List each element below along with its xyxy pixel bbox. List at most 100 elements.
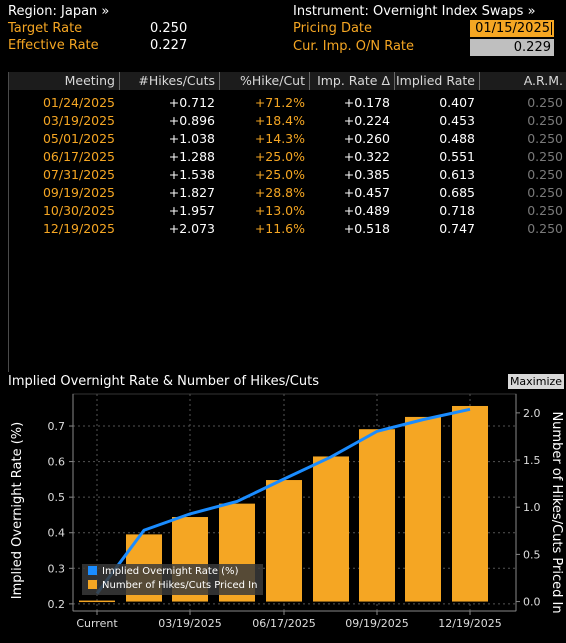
y-tick-label: 0.3 (48, 562, 66, 575)
target-rate-label: Target Rate (8, 21, 83, 36)
chart-legend: Implied Overnight Rate (%) Number of Hike… (82, 564, 263, 595)
target-rate-value: 0.250 (150, 21, 188, 36)
y-tick-label: 0.5 (48, 491, 66, 504)
cur-imp-rate-label: Cur. Imp. O/N Rate (293, 39, 415, 54)
cell-hikes-cuts: +1.957 (168, 203, 215, 218)
bar (266, 480, 302, 602)
cell-implied-rate: 0.685 (439, 185, 475, 200)
cell-meeting-date: 07/31/2025 (42, 167, 115, 182)
implied-rate-line (95, 407, 471, 595)
table-row[interactable]: 12/19/2025 +2.073 +11.6% +0.518 0.747 0.250 (9, 220, 566, 237)
cell-pct-hike-cut: +71.2% (254, 95, 305, 110)
cell-arm: 0.250 (527, 113, 563, 128)
cell-implied-rate: 0.488 (439, 131, 475, 146)
col-header-arm[interactable]: A.R.M. (479, 72, 566, 90)
legend-label-bar: Number of Hikes/Cuts Priced In (102, 580, 257, 591)
cell-arm: 0.250 (527, 131, 563, 146)
table-row[interactable]: 01/24/2025 +0.712 +71.2% +0.178 0.407 0.250 (9, 94, 566, 111)
y2-tick-label: 2.0 (523, 407, 541, 420)
table-row[interactable]: 05/01/2025 +1.038 +14.3% +0.260 0.488 0.250 (9, 130, 566, 147)
table-row[interactable]: 07/31/2025 +1.538 +25.0% +0.385 0.613 0.250 (9, 166, 566, 183)
cell-arm: 0.250 (527, 203, 563, 218)
cell-pct-hike-cut: +28.8% (254, 185, 305, 200)
cur-imp-rate-value: 0.229 (470, 39, 554, 56)
cell-meeting-date: 06/17/2025 (42, 149, 115, 164)
effective-rate-label: Effective Rate (8, 38, 99, 53)
cell-meeting-date: 01/24/2025 (42, 95, 115, 110)
col-header-pct-hike-cut[interactable]: %Hike/Cut (219, 72, 309, 90)
table-row[interactable]: 03/19/2025 +0.896 +18.4% +0.224 0.453 0.250 (9, 112, 566, 129)
y2-axis-title: Number of Hikes/Cuts Priced In (549, 411, 564, 613)
pricing-date-input[interactable]: 01/15/2025 (470, 20, 554, 37)
cell-implied-rate: 0.718 (439, 203, 475, 218)
cell-hikes-cuts: +1.827 (168, 185, 215, 200)
cell-hikes-cuts: +1.038 (168, 131, 215, 146)
cell-pct-hike-cut: +25.0% (254, 149, 305, 164)
table-row[interactable]: 09/19/2025 +1.827 +28.8% +0.457 0.685 0.250 (9, 184, 566, 201)
cell-imp-rate-delta: +0.224 (343, 113, 390, 128)
effective-rate-value: 0.227 (150, 38, 188, 53)
legend-swatch-bar (88, 580, 97, 589)
legend-label-line: Implied Overnight Rate (%) (102, 566, 239, 577)
cell-meeting-date: 03/19/2025 (42, 113, 115, 128)
cell-pct-hike-cut: +25.0% (254, 167, 305, 182)
cell-hikes-cuts: +0.896 (168, 113, 215, 128)
y-tick-label: 0.2 (48, 598, 66, 611)
table-header: Meeting #Hikes/Cuts %Hike/Cut Imp. Rate … (9, 72, 566, 90)
cell-imp-rate-delta: +0.385 (343, 167, 390, 182)
cell-arm: 0.250 (527, 167, 563, 182)
cell-meeting-date: 10/30/2025 (42, 203, 115, 218)
text-cursor (551, 22, 552, 35)
maximize-button[interactable]: Maximize (508, 374, 564, 389)
chart-title: Implied Overnight Rate & Number of Hikes… (8, 374, 319, 389)
rate-hikes-chart: 0.2 0.3 0.4 0.5 0.6 0.7 0.0 0.5 1.0 1.5 2.0 Current… (10, 393, 564, 630)
cell-pct-hike-cut: +18.4% (254, 113, 305, 128)
cell-implied-rate: 0.747 (439, 221, 475, 236)
cell-hikes-cuts: +0.712 (168, 95, 215, 110)
table-row[interactable]: 06/17/2025 +1.288 +25.0% +0.322 0.551 0.250 (9, 148, 566, 165)
cell-hikes-cuts: +1.538 (168, 167, 215, 182)
col-header-imp-rate-delta[interactable]: Imp. Rate Δ (309, 72, 394, 90)
cell-pct-hike-cut: +13.0% (254, 203, 305, 218)
cell-implied-rate: 0.551 (439, 149, 475, 164)
legend-background (82, 564, 263, 595)
pricing-date-value: 01/15/2025 (475, 21, 550, 36)
y2-tick-label: 0.0 (523, 596, 541, 609)
region-selector[interactable]: Region: Japan » (8, 4, 110, 19)
cell-hikes-cuts: +2.073 (168, 221, 215, 236)
table-row[interactable]: 10/30/2025 +1.957 +13.0% +0.489 0.718 0.250 (9, 202, 566, 219)
y-axis-title: Implied Overnight Rate (%) (10, 422, 25, 599)
cell-arm: 0.250 (527, 185, 563, 200)
bar (313, 456, 349, 602)
bar (79, 600, 115, 603)
meetings-table: Meeting #Hikes/Cuts %Hike/Cut Imp. Rate … (8, 72, 566, 372)
cell-pct-hike-cut: +11.6% (254, 221, 305, 236)
x-tick-label: 12/19/2025 (438, 617, 501, 630)
col-header-implied-rate[interactable]: Implied Rate (394, 72, 479, 90)
bar (359, 429, 395, 602)
x-tick-label: 06/17/2025 (252, 617, 315, 630)
cell-meeting-date: 12/19/2025 (42, 221, 115, 236)
instrument-selector[interactable]: Instrument: Overnight Index Swaps » (293, 4, 536, 19)
y2-tick-label: 0.5 (523, 548, 541, 561)
y-tick-label: 0.4 (48, 527, 66, 540)
cell-imp-rate-delta: +0.518 (343, 221, 390, 236)
legend-swatch-line (88, 566, 97, 575)
pricing-date-label: Pricing Date (293, 21, 373, 36)
cell-implied-rate: 0.407 (439, 95, 475, 110)
cell-imp-rate-delta: +0.457 (343, 185, 390, 200)
cell-pct-hike-cut: +14.3% (254, 131, 305, 146)
cell-implied-rate: 0.453 (439, 113, 475, 128)
bar (452, 405, 488, 602)
cell-imp-rate-delta: +0.260 (343, 131, 390, 146)
cell-meeting-date: 05/01/2025 (42, 131, 115, 146)
cell-arm: 0.250 (527, 95, 563, 110)
y-tick-label: 0.6 (48, 456, 66, 469)
col-header-meeting[interactable]: Meeting (9, 72, 119, 90)
col-header-hikes-cuts[interactable]: #Hikes/Cuts (119, 72, 219, 90)
cell-hikes-cuts: +1.288 (168, 149, 215, 164)
cell-imp-rate-delta: +0.178 (343, 95, 390, 110)
y2-tick-label: 1.0 (523, 501, 541, 514)
cell-meeting-date: 09/19/2025 (42, 185, 115, 200)
x-tick-label: Current (76, 617, 118, 630)
